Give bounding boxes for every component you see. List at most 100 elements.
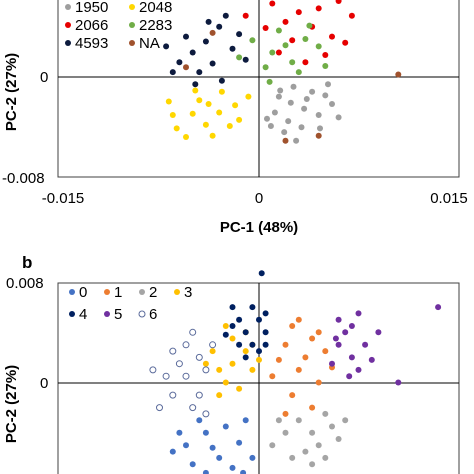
panel-b-point-series-2-0 xyxy=(295,417,302,424)
panel-b-point-series-0-11 xyxy=(249,454,256,461)
panel-a-point-series-1950-15 xyxy=(317,125,323,132)
panel-a-point-series-1950-14 xyxy=(303,96,310,102)
panel-b-point-series-4-2 xyxy=(256,316,262,323)
panel-b-point-series-5-7 xyxy=(348,323,355,329)
panel-a-point-series-2048-10 xyxy=(218,88,225,95)
panel-b-point-series-3-13 xyxy=(256,356,262,363)
panel-b-point-series-2-9 xyxy=(322,454,329,461)
panel-a-point-series-2066-12 xyxy=(302,59,309,66)
panel-a-point-series-na-1 xyxy=(315,132,322,139)
panel-b-point-series-1-8 xyxy=(289,323,296,329)
panel-b-point-series-5-0 xyxy=(335,341,342,348)
panel-a-point-series-2283-11 xyxy=(266,78,273,85)
panel-a-point-series-1950-4 xyxy=(329,101,335,107)
panel-b-point-series-3-11 xyxy=(222,323,229,329)
panel-a-point-series-2048-1 xyxy=(202,121,209,128)
panel-a-point-series-1950-12 xyxy=(335,114,342,121)
panel-a-point-series-2066-2 xyxy=(329,33,335,40)
panel-b-point-series-2-8 xyxy=(289,454,296,461)
panel-b-point-series-4-6 xyxy=(249,304,256,311)
panel-b-point-series-1-14 xyxy=(315,329,322,336)
panel-b-point-series-2-12 xyxy=(342,417,349,424)
panel-b-point-series-6-13 xyxy=(189,328,197,336)
panel-b-point-series-6-1 xyxy=(195,353,203,361)
panel-a-point-series-2048-6 xyxy=(183,134,189,140)
panel-a-legend-label-2283: 2283 xyxy=(139,17,172,34)
panel-a-legend-marker-1950 xyxy=(65,4,71,10)
panel-b-point-series-4-1 xyxy=(242,329,249,336)
panel-b-point-series-5-10 xyxy=(375,329,382,336)
panel-b-y-tick-zero: 0 xyxy=(40,375,48,392)
panel-a-y-axis-title: PC-2 (27%) xyxy=(3,53,20,131)
panel-a-point-series-2066-10 xyxy=(315,5,322,12)
panel-b-point-series-3-2 xyxy=(216,366,223,373)
panel-b-point-series-2-5 xyxy=(282,429,289,436)
panel-a-point-series-2283-10 xyxy=(306,22,313,29)
panel-a: PC-2 (27%) -0.008 0 -0.015 0 0.015 PC-1 … xyxy=(2,0,468,236)
panel-b-point-series-3-4 xyxy=(249,366,256,373)
panel-a-point-series-1950-11 xyxy=(293,137,300,144)
panel-b-point-series-5-13 xyxy=(395,379,402,386)
panel-b-legend-label-0: 0 xyxy=(79,284,87,301)
panel-b-point-series-6-14 xyxy=(149,366,157,374)
panel-b-point-series-4-0 xyxy=(249,341,256,348)
panel-a-point-series-2048-15 xyxy=(205,101,212,107)
panel-b-point-series-1-11 xyxy=(269,373,276,380)
panel-b-legend-marker-3 xyxy=(174,289,180,295)
panel-b-point-series-0-2 xyxy=(222,423,229,430)
panel-b-point-series-4-9 xyxy=(242,354,249,361)
panel-b-legend-label-6: 6 xyxy=(149,306,157,323)
panel-b-point-series-5-8 xyxy=(368,356,375,363)
panel-a-point-series-1950-0 xyxy=(275,93,282,100)
panel-a-legend: 1950 2048 2066 2283 4593 NA xyxy=(65,0,172,52)
panel-b-point-series-0-6 xyxy=(236,439,243,446)
panel-a-points xyxy=(163,0,402,144)
panel-b-point-series-5-11 xyxy=(332,335,339,342)
panel-a-point-series-1950-5 xyxy=(285,118,292,125)
panel-a-point-series-1950-13 xyxy=(267,123,274,129)
panel-b-point-series-5-9 xyxy=(346,373,353,380)
panel-b-legend-marker-4 xyxy=(69,311,75,317)
panel-b-letter: b xyxy=(22,253,32,272)
panel-a-point-series-2048-3 xyxy=(216,109,223,116)
panel-a-legend-label-na: NA xyxy=(139,35,160,52)
panel-b-point-series-1-0 xyxy=(282,341,289,348)
panel-b-point-series-0-4 xyxy=(196,417,203,424)
panel-a-point-series-2048-13 xyxy=(236,116,243,123)
panel-a-point-series-2066-0 xyxy=(282,18,289,25)
panel-a-point-series-4593-5 xyxy=(229,45,236,52)
panel-b-point-series-1-5 xyxy=(315,379,322,386)
panel-a-legend-label-4593: 4593 xyxy=(75,35,108,52)
panel-b-y-axis-title: PC-2 (27%) xyxy=(3,365,20,443)
panel-b-point-series-6-8 xyxy=(209,341,217,349)
panel-b-point-series-1-7 xyxy=(322,348,329,355)
panel-b-point-series-0-9 xyxy=(229,464,236,471)
panel-a-point-series-1950-8 xyxy=(309,88,316,95)
panel-b-point-series-1-4 xyxy=(302,354,309,361)
panel-b-legend-label-3: 3 xyxy=(184,284,192,301)
panel-a-point-series-1950-1 xyxy=(287,99,294,106)
panel-a-point-series-4593-8 xyxy=(163,43,170,50)
panel-b-point-series-3-3 xyxy=(229,335,236,342)
panel-b-point-series-0-5 xyxy=(189,461,196,468)
panel-a-point-series-2283-3 xyxy=(262,64,269,71)
panel-a-x-tick-pos: 0.015 xyxy=(430,190,468,207)
panel-a-point-series-2066-11 xyxy=(262,25,269,31)
panel-a-legend-label-2066: 2066 xyxy=(75,17,108,34)
panel-a-point-series-4593-11 xyxy=(192,81,199,88)
panel-b-point-series-2-6 xyxy=(329,423,335,430)
panel-b-point-series-0-3 xyxy=(216,454,223,461)
panel-a-point-series-2048-7 xyxy=(209,132,216,139)
panel-a-point-series-2283-2 xyxy=(302,36,309,42)
panel-a-point-series-1950-17 xyxy=(325,81,331,88)
panel-a-point-series-2066-3 xyxy=(295,9,302,16)
panel-b-point-series-4-11 xyxy=(256,348,262,355)
panel-b-point-series-0-10 xyxy=(209,444,216,451)
panel-a-point-series-4593-1 xyxy=(202,38,209,45)
panel-b-point-series-5-6 xyxy=(335,316,342,323)
panel-b-point-series-2-3 xyxy=(302,448,309,455)
panel-a-point-series-na-4 xyxy=(183,64,189,71)
panel-b-point-series-1-3 xyxy=(289,392,296,399)
panel-a-point-series-2066-13 xyxy=(335,0,342,4)
panel-a-point-series-2283-6 xyxy=(295,69,302,76)
